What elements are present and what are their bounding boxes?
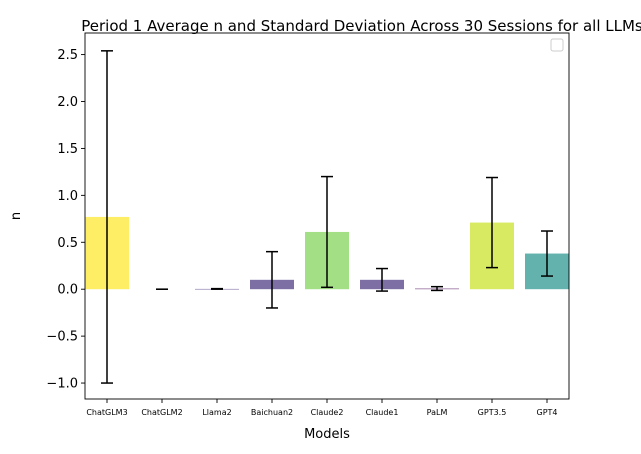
y-tick-label: 2.5	[57, 48, 78, 63]
y-tick-label: 1.5	[57, 142, 78, 157]
y-tick-label: 1.0	[57, 189, 78, 204]
x-axis-title: Models	[304, 427, 350, 442]
x-tick-label: ChatGLM3	[86, 408, 127, 417]
y-tick-label: 0.0	[57, 283, 78, 298]
y-tick-label: 0.5	[57, 236, 78, 251]
x-tick-label: ChatGLM2	[141, 408, 182, 417]
y-tick-label: −0.5	[46, 330, 78, 345]
x-axis: ChatGLM3 ChatGLM2 Llama2 Baichuan2 Claude2 Cl…	[86, 399, 558, 417]
x-tick-label: Claude1	[366, 408, 399, 417]
plot-area	[85, 50, 569, 384]
y-tick-label: −1.0	[46, 377, 78, 392]
y-tick-label: 2.0	[57, 95, 78, 110]
x-tick-label: Llama2	[202, 408, 231, 417]
x-tick-label: Baichuan2	[251, 408, 293, 417]
y-axis-title: n	[9, 212, 24, 220]
legend-box	[550, 38, 564, 52]
x-tick-label: GPT4	[537, 408, 558, 417]
x-tick-label: Claude2	[311, 408, 344, 417]
y-axis: −1.0 −0.5 0.0 0.5 1.0 1.5 2.0 2.5	[46, 48, 85, 392]
x-tick-label: PaLM	[427, 408, 448, 417]
chart-title: Period 1 Average n and Standard Deviatio…	[81, 17, 641, 35]
x-tick-label: GPT3.5	[478, 408, 507, 417]
